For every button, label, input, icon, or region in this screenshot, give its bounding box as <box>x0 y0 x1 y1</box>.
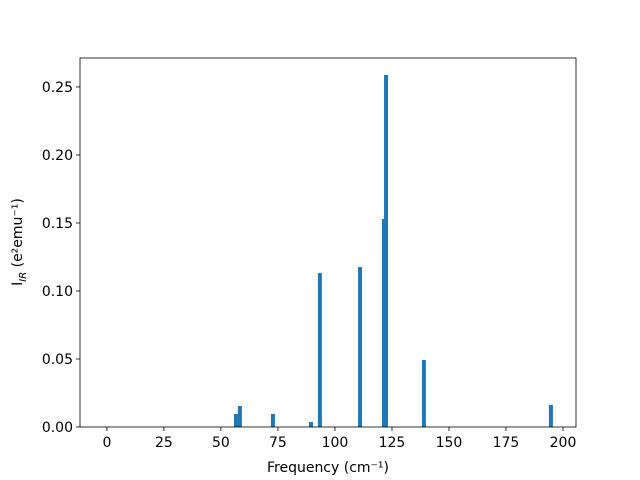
y-tick-label: 0.10 <box>42 284 73 300</box>
y-tick-label: 0.05 <box>42 352 73 368</box>
y-tick-label: 0.25 <box>42 80 73 96</box>
bar <box>233 413 238 427</box>
y-label-sub: IR <box>18 272 29 282</box>
x-tick-label: 0 <box>102 435 111 451</box>
x-tick-label: 25 <box>155 435 173 451</box>
bar <box>548 404 553 427</box>
bar <box>317 273 322 427</box>
y-label-units: (e²emu⁻¹) <box>10 198 26 272</box>
y-label-main: I <box>10 282 26 286</box>
x-tick-label: 125 <box>379 435 406 451</box>
bar <box>358 267 363 427</box>
y-tick-label: 0.15 <box>42 216 73 232</box>
axes-frame <box>79 57 577 428</box>
x-tick-label: 150 <box>436 435 463 451</box>
x-tick-label: 50 <box>212 435 230 451</box>
x-tick-label: 100 <box>322 435 349 451</box>
bar <box>421 359 426 427</box>
x-axis-label: Frequency (cm⁻¹) <box>267 460 389 476</box>
x-tick-label: 75 <box>269 435 287 451</box>
y-tick-label: 0.00 <box>42 420 73 436</box>
plot-area <box>233 75 553 428</box>
bar <box>309 421 314 427</box>
bar <box>381 218 386 427</box>
y-tick-label: 0.20 <box>42 148 73 164</box>
bar <box>384 75 389 428</box>
y-axis-label: IIR (e²emu⁻¹) <box>10 198 29 286</box>
x-tick-label: 175 <box>493 435 520 451</box>
bar <box>270 413 275 427</box>
x-tick-label: 200 <box>550 435 577 451</box>
bar <box>237 406 242 427</box>
